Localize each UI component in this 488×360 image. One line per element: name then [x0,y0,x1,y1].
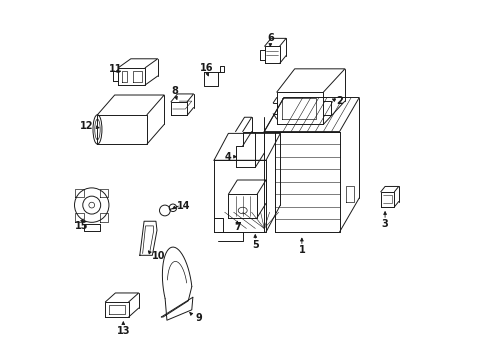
Text: 1: 1 [298,245,305,255]
Text: 16: 16 [200,63,213,73]
Text: 15: 15 [75,221,88,230]
Text: 3: 3 [381,219,387,229]
Text: 2: 2 [336,96,343,106]
Text: 10: 10 [152,251,165,261]
Text: 4: 4 [224,152,231,162]
Text: 7: 7 [233,222,240,232]
Text: 5: 5 [251,239,258,249]
Text: 13: 13 [116,325,130,336]
Text: 12: 12 [80,121,94,131]
Text: 6: 6 [266,33,273,43]
Text: 11: 11 [109,64,122,74]
Text: 14: 14 [177,201,190,211]
Text: 9: 9 [195,313,202,323]
Text: 8: 8 [171,86,178,96]
